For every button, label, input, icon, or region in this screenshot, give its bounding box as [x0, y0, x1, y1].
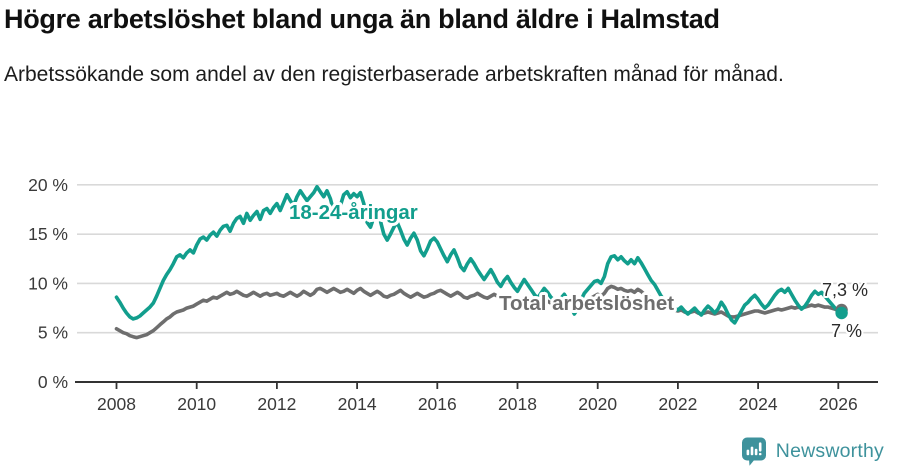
- logo-exclamation-dot: [758, 452, 762, 456]
- y-axis-label: 15 %: [28, 224, 68, 244]
- end-dot-youth: [835, 306, 848, 320]
- x-axis-label: 2012: [257, 394, 296, 414]
- series-label-youth: 18-24-åringar: [289, 201, 418, 224]
- y-axis-label: 0 %: [38, 372, 68, 392]
- x-axis-label: 2010: [177, 394, 216, 414]
- brand-name: Newsworthy: [775, 440, 884, 462]
- series-lines: [114, 184, 848, 340]
- x-axis-label: 2020: [578, 394, 617, 414]
- line-chart: 0 % 5 % 10 % 15 % 20 % 2008 2010 2012 2014 2016 20…: [28, 175, 878, 414]
- x-axis-label: 2008: [97, 394, 136, 414]
- logo-bar-mid: [754, 448, 758, 456]
- logo-bar-tall: [750, 446, 754, 456]
- end-value-total: 7,3 %: [822, 280, 868, 300]
- series-line-total: [114, 284, 844, 340]
- x-axis-label: 2018: [498, 394, 537, 414]
- y-axis-label: 5 %: [38, 323, 68, 343]
- page-subtitle: Arbetssökande som andel av den registerb…: [4, 63, 784, 86]
- x-axis-label: 2022: [658, 394, 697, 414]
- x-axis-label: 2016: [418, 394, 457, 414]
- logo-exclamation-bar: [758, 442, 762, 452]
- y-axis-label: 20 %: [28, 175, 68, 195]
- series-line-youth: [114, 184, 844, 325]
- axes: 0 % 5 % 10 % 15 % 20 % 2008 2010 2012 2014 2016 20…: [28, 175, 878, 414]
- page-title: Högre arbetslöshet bland unga än bland ä…: [4, 4, 720, 34]
- series-label-total: Total arbetslöshet: [499, 292, 674, 315]
- y-axis-label: 10 %: [28, 273, 68, 293]
- x-axis-label: 2026: [819, 394, 858, 414]
- x-axis-label: 2024: [739, 394, 778, 414]
- logo-bar-small: [746, 449, 749, 456]
- brand-footer: Newsworthy: [741, 437, 884, 466]
- newsworthy-logo-icon: [741, 437, 766, 466]
- end-value-youth: 7 %: [831, 321, 862, 341]
- x-axis-label: 2014: [338, 394, 377, 414]
